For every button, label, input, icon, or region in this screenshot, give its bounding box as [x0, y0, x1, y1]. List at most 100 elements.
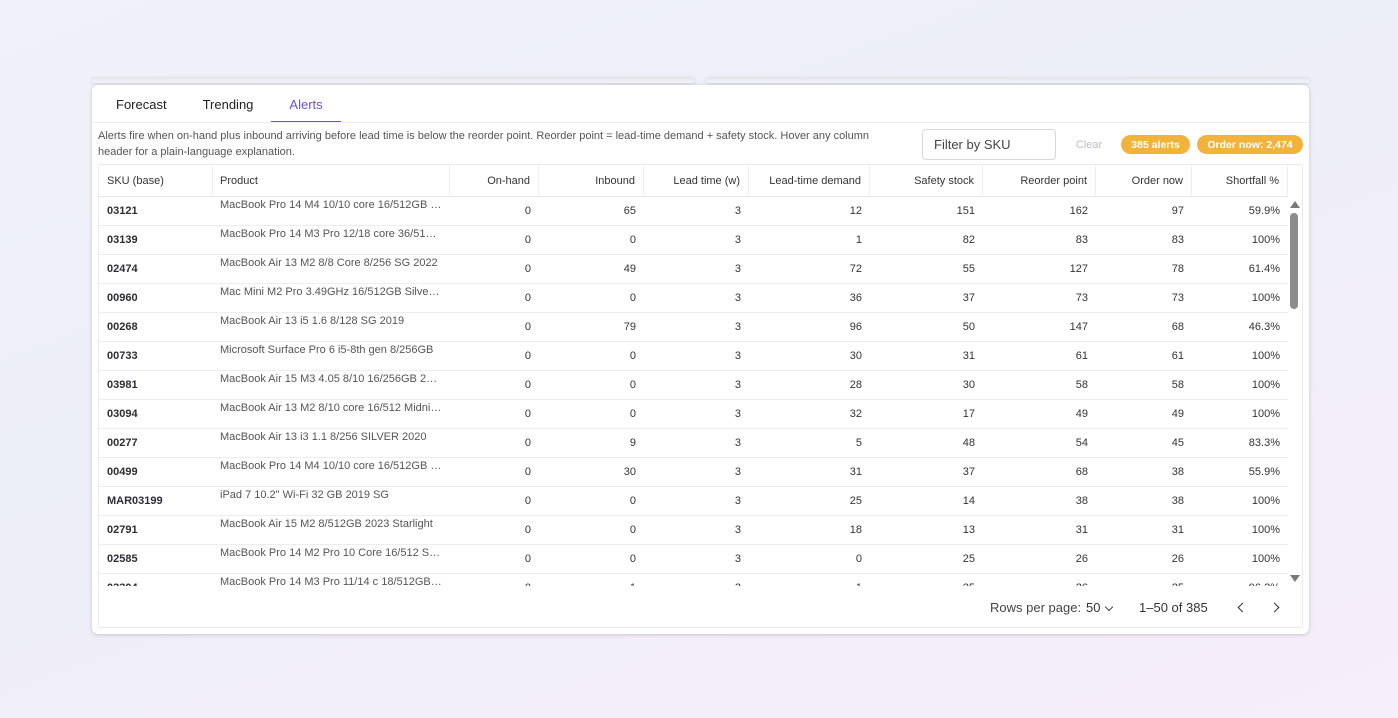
table-row[interactable]: 03094 MacBook Air 13 M2 8/10 core 16/512 …	[99, 400, 1288, 429]
cell-lead-time-demand: 96	[849, 321, 862, 333]
cell-lead-time-demand: 30	[849, 350, 862, 362]
col-on-hand[interactable]: On-hand	[450, 165, 539, 196]
cell-lead-time: 3	[734, 437, 741, 449]
scroll-up-icon[interactable]	[1290, 201, 1300, 208]
cell-inbound: 0	[629, 234, 636, 246]
cell-reorder-point: 58	[1075, 379, 1088, 391]
table-row[interactable]: MAR03199 iPad 7 10.2" Wi-Fi 32 GB 2019 SG…	[99, 487, 1288, 516]
cell-lead-time: 3	[734, 321, 741, 333]
cell-inbound: 1	[539, 574, 644, 586]
cell-on-hand: 0	[524, 321, 531, 333]
table-row[interactable]: 00268 MacBook Air 13 i5 1.6 8/128 SG 2019…	[99, 313, 1288, 342]
col-lead-time-demand[interactable]: Lead-time demand	[749, 165, 870, 196]
cell-inbound: 30	[623, 466, 636, 478]
col-sku[interactable]: SKU (base)	[99, 165, 213, 196]
sku-filter-input[interactable]	[922, 129, 1056, 160]
next-page-icon[interactable]	[1267, 598, 1287, 618]
cell-product: MacBook Air 13 M2 8/10 core 16/512 Midni…	[220, 402, 442, 414]
cell-lead-time: 3	[734, 466, 741, 478]
clear-filter-button[interactable]: Clear	[1064, 136, 1114, 154]
table-row[interactable]: 00733 Microsoft Surface Pro 6 i5-8th gen …	[99, 342, 1288, 371]
cell-safety-stock: 48	[962, 437, 975, 449]
cell-lead-time: 3	[734, 408, 741, 420]
panel-top-edge-right	[706, 77, 1310, 83]
cell-on-hand: 0	[524, 263, 531, 275]
cell-shortfall: 100%	[1251, 408, 1280, 420]
cell-on-hand: 0	[524, 466, 531, 478]
cell-lead-time: 3	[734, 234, 741, 246]
col-shortfall[interactable]: Shortfall %	[1192, 165, 1288, 196]
table-row[interactable]: 02585 MacBook Pro 14 M2 Pro 10 Core 16/51…	[99, 545, 1288, 574]
cell-shortfall: 100%	[1251, 553, 1280, 565]
cell-on-hand: 0	[524, 437, 531, 449]
cell-shortfall: 59.9%	[1248, 205, 1280, 217]
cell-sku: 00960	[107, 292, 138, 304]
cell-safety-stock: 55	[962, 263, 975, 275]
table-row[interactable]: 00960 Mac Mini M2 Pro 3.49GHz 16/512GB Si…	[99, 284, 1288, 313]
col-order-now[interactable]: Order now	[1096, 165, 1192, 196]
col-inbound[interactable]: Inbound	[539, 165, 644, 196]
cell-reorder-point: 68	[1075, 466, 1088, 478]
table-scrollbar[interactable]	[1288, 197, 1302, 586]
cell-lead-time-demand: 31	[849, 466, 862, 478]
cell-safety-stock: 30	[962, 379, 975, 391]
table-row[interactable]: 03981 MacBook Air 15 M3 4.05 8/10 16/256G…	[99, 371, 1288, 400]
cell-on-hand: 0	[524, 350, 531, 362]
cell-product: MacBook Air 15 M3 4.05 8/10 16/256GB 202…	[220, 373, 442, 385]
cell-lead-time: 3	[734, 350, 741, 362]
cell-product: MacBook Pro 14 M4 10/10 core 16/512GB 20…	[220, 460, 442, 472]
cell-reorder-point: 83	[1075, 234, 1088, 246]
tab-alerts[interactable]: Alerts	[271, 85, 341, 123]
table-row[interactable]: 02791 MacBook Air 15 M2 8/512GB 2023 Star…	[99, 516, 1288, 545]
cell-sku: 03121	[107, 205, 138, 217]
cell-product: MacBook Air 15 M2 8/512GB 2023 Starlight	[220, 518, 433, 530]
tab-trending[interactable]: Trending	[202, 96, 254, 112]
cell-product: MacBook Air 13 M2 8/8 Core 8/256 SG 2022	[220, 257, 438, 269]
cell-on-hand: 0	[450, 574, 539, 586]
table-row[interactable]: 03139 MacBook Pro 14 M3 Pro 12/18 core 36…	[99, 226, 1288, 255]
scroll-down-icon[interactable]	[1290, 575, 1300, 582]
table-row[interactable]: 03304 MacBook Pro 14 M3 Pro 11/14 c 18/51…	[99, 574, 1288, 586]
table-row[interactable]: 00499 MacBook Pro 14 M4 10/10 core 16/512…	[99, 458, 1288, 487]
cell-order-now: 38	[1171, 495, 1184, 507]
col-safety-stock[interactable]: Safety stock	[870, 165, 983, 196]
col-product[interactable]: Product	[212, 165, 450, 196]
cell-order-now: 68	[1171, 321, 1184, 333]
col-lead-time[interactable]: Lead time (w)	[644, 165, 749, 196]
cell-lead-time: 3	[734, 379, 741, 391]
cell-shortfall: 83.3%	[1248, 437, 1280, 449]
cell-safety-stock: 17	[962, 408, 975, 420]
cell-lead-time: 3	[734, 495, 741, 507]
previous-page-icon[interactable]	[1231, 598, 1251, 618]
cell-on-hand: 0	[524, 495, 531, 507]
cell-lead-time-demand: 1	[749, 574, 870, 586]
cell-safety-stock: 37	[962, 292, 975, 304]
col-reorder-point[interactable]: Reorder point	[983, 165, 1096, 196]
scroll-thumb[interactable]	[1290, 213, 1298, 309]
cell-shortfall: 100%	[1251, 350, 1280, 362]
order-now-badge: Order now: 2,474	[1197, 135, 1303, 154]
rows-per-page-select[interactable]: 50	[1086, 600, 1114, 615]
cell-product: MacBook Air 13 i5 1.6 8/128 SG 2019	[220, 315, 405, 327]
cell-reorder-point: 26	[983, 574, 1096, 586]
cell-lead-time: 3	[734, 205, 741, 217]
cell-safety-stock: 25	[870, 574, 983, 586]
cell-on-hand: 0	[524, 379, 531, 391]
cell-product: MacBook Air 13 i3 1.1 8/256 SILVER 2020	[220, 431, 427, 443]
cell-lead-time: 3	[644, 574, 749, 586]
cell-order-now: 78	[1171, 263, 1184, 275]
panel-top-edge-left	[91, 77, 695, 83]
cell-inbound: 9	[629, 437, 636, 449]
tab-forecast[interactable]: Forecast	[116, 96, 167, 112]
cell-product: Mac Mini M2 Pro 3.49GHz 16/512GB Silver …	[220, 286, 442, 298]
cell-order-now: 61	[1171, 350, 1184, 362]
table-header: SKU (base) Product On-hand Inbound Lead …	[99, 165, 1288, 197]
cell-lead-time-demand: 36	[849, 292, 862, 304]
table-row[interactable]: 02474 MacBook Air 13 M2 8/8 Core 8/256 SG…	[99, 255, 1288, 284]
cell-sku: 00277	[107, 437, 138, 449]
cell-on-hand: 0	[524, 292, 531, 304]
table-row[interactable]: 03121 MacBook Pro 14 M4 10/10 core 16/512…	[99, 197, 1288, 226]
table-row[interactable]: 00277 MacBook Air 13 i3 1.1 8/256 SILVER …	[99, 429, 1288, 458]
cell-sku: 03304	[99, 574, 212, 586]
cell-safety-stock: 82	[962, 234, 975, 246]
